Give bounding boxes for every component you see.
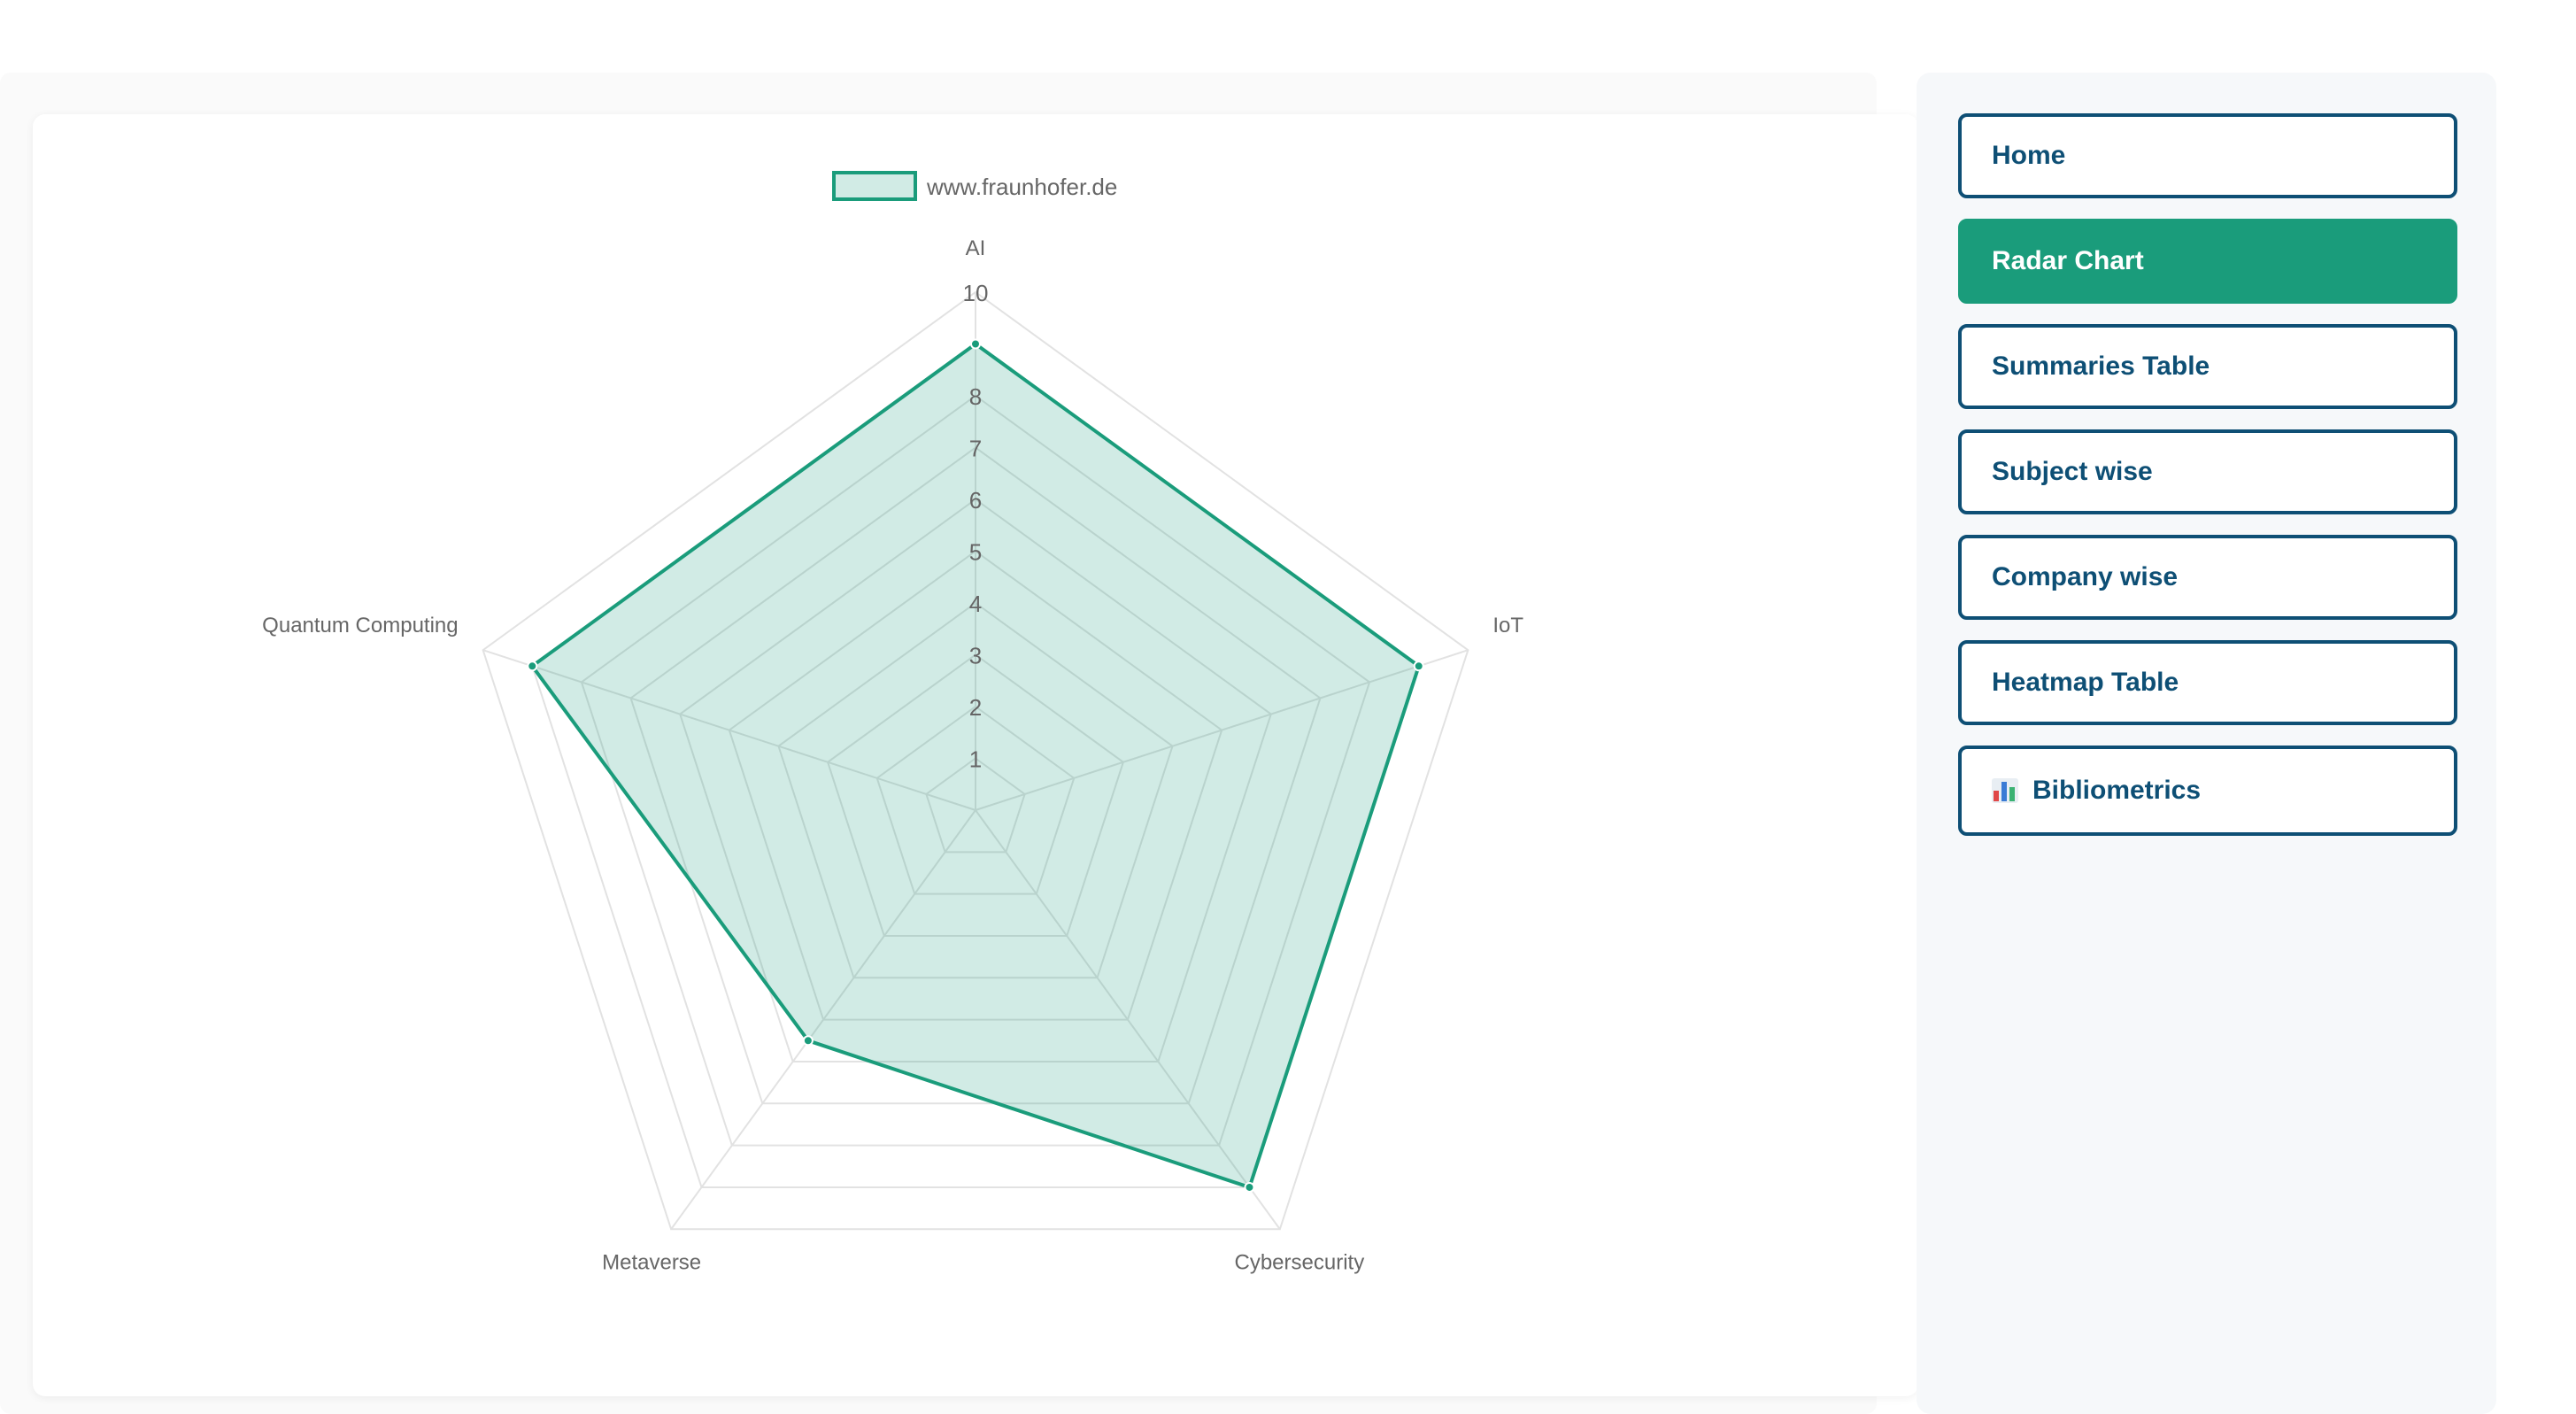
radar-data-point[interactable]: [1244, 1181, 1255, 1193]
radar-axis-label: AI: [966, 236, 986, 260]
radar-grid-ring: [777, 601, 1174, 979]
radar-grid-ring: [875, 705, 1076, 895]
nav-bibliometrics-button[interactable]: Bibliometrics: [1958, 746, 2457, 836]
radar-tick-label: 10: [963, 280, 989, 306]
legend-swatch[interactable]: [832, 171, 917, 201]
radar-spoke: [670, 809, 976, 1230]
radar-tick-label: 5: [969, 539, 982, 566]
radar-grid-ring: [580, 394, 1371, 1147]
nav-bibliometrics-label: Bibliometrics: [2032, 776, 2202, 805]
nav-home-button[interactable]: Home: [1958, 113, 2457, 198]
nav-subject-wise-button[interactable]: Subject wise: [1958, 429, 2457, 514]
radar-grid-ring: [925, 757, 1026, 854]
radar-grid-ring: [826, 653, 1125, 937]
radar-tick-label: 8: [969, 383, 982, 410]
radar-spoke: [482, 649, 976, 811]
radar-data-point[interactable]: [527, 661, 538, 672]
radar-axis-label: Quantum Computing: [262, 614, 458, 637]
radar-chart: 1 2 3 4 5 6 7 8 10 AI IoT Cybersecurity Metaverse Qu…: [262, 171, 1523, 1274]
nav-radar-chart-label: Radar Chart: [1992, 246, 2144, 275]
radar-axis-label: Cybersecurity: [1234, 1250, 1364, 1274]
nav-summaries-table-button[interactable]: Summaries Table: [1958, 324, 2457, 409]
radar-axis-label: IoT: [1492, 614, 1523, 637]
radar-spoke: [975, 809, 1281, 1230]
radar-grid-ring: [728, 550, 1223, 1021]
radar-tick-label: 7: [969, 436, 982, 462]
radar-series-area[interactable]: [530, 342, 1421, 1189]
radar-data-point[interactable]: [802, 1035, 814, 1047]
radar-grid-ring: [629, 446, 1322, 1105]
nav-company-wise-label: Company wise: [1992, 562, 2179, 591]
radar-data-point[interactable]: [1413, 661, 1424, 672]
bar-chart-icon: [1992, 778, 2018, 803]
nav-summaries-table-label: Summaries Table: [1992, 352, 2210, 381]
radar-tick-label: 6: [969, 487, 982, 514]
nav-home-label: Home: [1992, 141, 2066, 170]
radar-spoke: [975, 649, 1469, 811]
radar-grid-ring: [679, 498, 1272, 1062]
radar-tick-label: 4: [969, 591, 982, 617]
radar-axis-label: Metaverse: [602, 1250, 701, 1274]
nav-heatmap-table-button[interactable]: Heatmap Table: [1958, 640, 2457, 725]
radar-tick-label: 3: [969, 643, 982, 669]
sidebar: Home Radar Chart Summaries Table Subject…: [1917, 73, 2496, 1414]
nav-company-wise-button[interactable]: Company wise: [1958, 535, 2457, 620]
nav-radar-chart-button[interactable]: Radar Chart: [1958, 219, 2457, 304]
radar-tick-label: 1: [969, 746, 982, 773]
chart-card: 1 2 3 4 5 6 7 8 10 AI IoT Cybersecurity Metaverse Qu…: [33, 114, 1918, 1396]
nav-heatmap-table-label: Heatmap Table: [1992, 668, 2179, 697]
nav-subject-wise-label: Subject wise: [1992, 457, 2153, 486]
radar-grid-ring: [482, 290, 1469, 1231]
radar-tick-label: 2: [969, 694, 982, 721]
sidebar-nav: Home Radar Chart Summaries Table Subject…: [1958, 113, 2457, 856]
legend-label[interactable]: www.fraunhofer.de: [926, 174, 1117, 200]
radar-data-point[interactable]: [970, 338, 981, 350]
